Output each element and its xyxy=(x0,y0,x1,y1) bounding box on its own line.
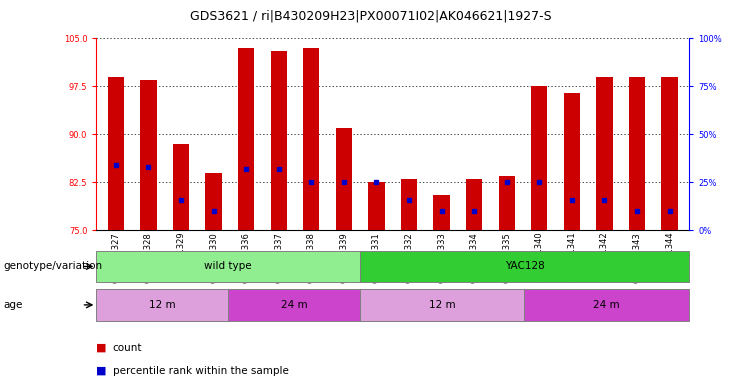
Bar xyxy=(629,77,645,230)
Bar xyxy=(336,128,352,230)
Text: YAC128: YAC128 xyxy=(505,262,545,271)
Text: ■: ■ xyxy=(96,343,107,353)
Bar xyxy=(96,289,228,321)
Bar xyxy=(173,144,189,230)
Bar xyxy=(525,289,689,321)
Bar xyxy=(238,48,254,230)
Bar xyxy=(368,182,385,230)
Text: percentile rank within the sample: percentile rank within the sample xyxy=(113,366,288,376)
Text: 24 m: 24 m xyxy=(594,300,620,310)
Bar xyxy=(360,251,689,282)
Bar xyxy=(360,289,525,321)
Text: age: age xyxy=(4,300,23,310)
Text: GDS3621 / ri|B430209H23|PX00071I02|AK046621|1927-S: GDS3621 / ri|B430209H23|PX00071I02|AK046… xyxy=(190,10,551,23)
Bar xyxy=(107,77,124,230)
Bar xyxy=(564,93,580,230)
Text: 12 m: 12 m xyxy=(149,300,176,310)
Bar xyxy=(499,176,515,230)
Bar xyxy=(96,251,360,282)
Bar xyxy=(270,51,287,230)
Bar xyxy=(205,173,222,230)
Bar xyxy=(140,80,156,230)
Bar xyxy=(531,86,548,230)
Bar xyxy=(433,195,450,230)
Bar xyxy=(228,289,360,321)
Text: 24 m: 24 m xyxy=(281,300,308,310)
Bar xyxy=(303,48,319,230)
Text: ■: ■ xyxy=(96,366,107,376)
Bar xyxy=(401,179,417,230)
Text: wild type: wild type xyxy=(205,262,252,271)
Text: count: count xyxy=(113,343,142,353)
Bar xyxy=(466,179,482,230)
Bar xyxy=(597,77,613,230)
Bar xyxy=(662,77,678,230)
Text: genotype/variation: genotype/variation xyxy=(4,262,103,271)
Text: 12 m: 12 m xyxy=(429,300,456,310)
